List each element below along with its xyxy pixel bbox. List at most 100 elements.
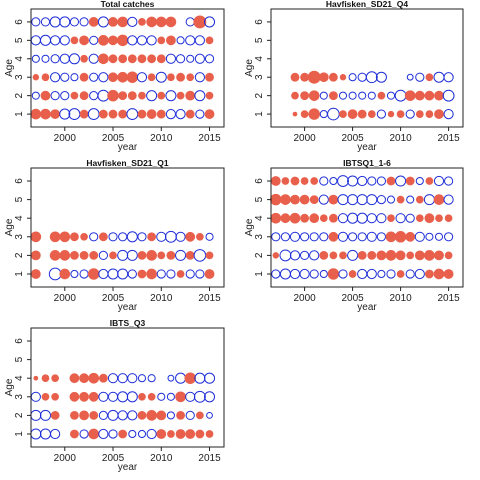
positive-residual-bubble [88, 428, 100, 440]
negative-residual-bubble [107, 268, 119, 280]
negative-residual-bubble [366, 194, 378, 206]
y-tick-label: 5 [254, 37, 265, 43]
negative-residual-bubble [194, 35, 205, 46]
positive-residual-bubble [118, 109, 128, 119]
positive-residual-bubble [116, 34, 129, 47]
negative-residual-bubble [405, 109, 415, 119]
positive-residual-bubble [176, 91, 185, 100]
negative-residual-bubble [423, 194, 435, 206]
negative-residual-bubble [136, 72, 148, 83]
negative-residual-bubble [395, 175, 407, 187]
y-tick-label: 6 [14, 19, 25, 25]
positive-residual-bubble [138, 91, 146, 100]
negative-residual-bubble [165, 108, 177, 120]
positive-residual-bubble [41, 73, 50, 82]
positive-residual-bubble [396, 270, 405, 278]
positive-residual-bubble [205, 251, 214, 260]
positive-residual-bubble [109, 251, 117, 260]
positive-residual-bubble [156, 410, 167, 421]
positive-residual-bubble [348, 270, 357, 278]
negative-residual-bubble [166, 269, 176, 279]
positive-residual-bubble [41, 374, 50, 383]
positive-residual-bubble [88, 372, 100, 384]
negative-residual-bubble [166, 392, 175, 401]
positive-residual-bubble [415, 195, 424, 204]
negative-residual-bubble [377, 269, 386, 279]
positive-residual-bubble [328, 91, 338, 101]
negative-residual-bubble [356, 212, 368, 224]
positive-residual-bubble [88, 391, 99, 402]
negative-residual-bubble [146, 35, 157, 46]
chart-title: IBTS_Q3 [110, 318, 146, 328]
x-axis-label: year [118, 142, 138, 153]
y-tick-label: 5 [14, 37, 25, 43]
positive-residual-bubble [126, 71, 139, 83]
positive-residual-bubble [290, 194, 300, 205]
x-tick-label: 2005 [102, 293, 125, 304]
negative-residual-bubble [185, 269, 195, 279]
positive-residual-bubble [270, 176, 281, 186]
negative-residual-bubble [88, 53, 99, 64]
negative-residual-bubble [443, 232, 454, 242]
positive-residual-bubble [41, 392, 50, 401]
negative-residual-bubble [126, 391, 138, 403]
negative-residual-bubble [31, 54, 40, 63]
negative-residual-bubble [299, 250, 310, 260]
positive-residual-bubble [425, 177, 434, 185]
negative-residual-bubble [89, 91, 99, 101]
negative-residual-bubble [289, 231, 301, 242]
negative-residual-bubble [365, 71, 378, 84]
positive-residual-bubble [59, 231, 71, 243]
negative-residual-bubble [376, 195, 387, 205]
positive-residual-bubble [59, 250, 71, 261]
negative-residual-bubble [50, 428, 61, 440]
positive-residual-bubble [387, 110, 395, 118]
positive-residual-bubble [137, 250, 147, 260]
positive-residual-bubble [377, 91, 386, 100]
negative-residual-bubble [127, 269, 137, 279]
negative-residual-bubble [414, 268, 425, 280]
negative-residual-bubble [97, 89, 110, 102]
positive-residual-bubble [300, 213, 310, 223]
negative-residual-bubble [386, 195, 396, 204]
negative-residual-bubble [31, 17, 41, 27]
positive-residual-bubble [70, 36, 79, 45]
positive-residual-bubble [175, 391, 186, 403]
positive-residual-bubble [79, 250, 89, 260]
y-tick-label: 5 [254, 196, 265, 202]
positive-residual-bubble [319, 214, 328, 223]
negative-residual-bubble [433, 71, 445, 83]
positive-residual-bubble [118, 91, 128, 101]
positive-residual-bubble [184, 372, 196, 384]
negative-residual-bubble [59, 16, 71, 28]
negative-residual-bubble [405, 213, 415, 223]
negative-residual-bubble [357, 268, 368, 280]
negative-residual-bubble [299, 232, 310, 242]
negative-residual-bubble [68, 108, 81, 121]
positive-residual-bubble [310, 177, 319, 185]
negative-residual-bubble [157, 392, 166, 401]
positive-residual-bubble [137, 410, 147, 420]
negative-residual-bubble [204, 54, 215, 64]
negative-residual-bubble [50, 35, 61, 46]
y-tick-label: 5 [14, 356, 25, 362]
negative-residual-bubble [193, 249, 207, 262]
positive-residual-bubble [40, 90, 51, 101]
positive-residual-bubble [98, 373, 108, 383]
positive-residual-bubble [147, 54, 157, 64]
positive-residual-bubble [118, 54, 128, 64]
chart-panel: 2000 2005 2010 2015 1 2 3 4 5 6 year Age Havfisken_S… [244, 0, 464, 153]
y-tick-label: 2 [14, 92, 25, 98]
positive-residual-bubble [156, 54, 166, 64]
negative-residual-bubble [39, 409, 52, 421]
positive-residual-bubble [396, 110, 405, 118]
positive-residual-bubble [87, 268, 100, 280]
negative-residual-bubble [69, 17, 80, 27]
y-tick-label: 1 [14, 111, 25, 117]
negative-residual-bubble [98, 410, 108, 421]
positive-residual-bubble [339, 110, 347, 118]
negative-residual-bubble [348, 91, 357, 100]
negative-residual-bubble [117, 268, 129, 280]
y-axis-label: Age [4, 218, 15, 236]
negative-residual-bubble [443, 194, 454, 205]
